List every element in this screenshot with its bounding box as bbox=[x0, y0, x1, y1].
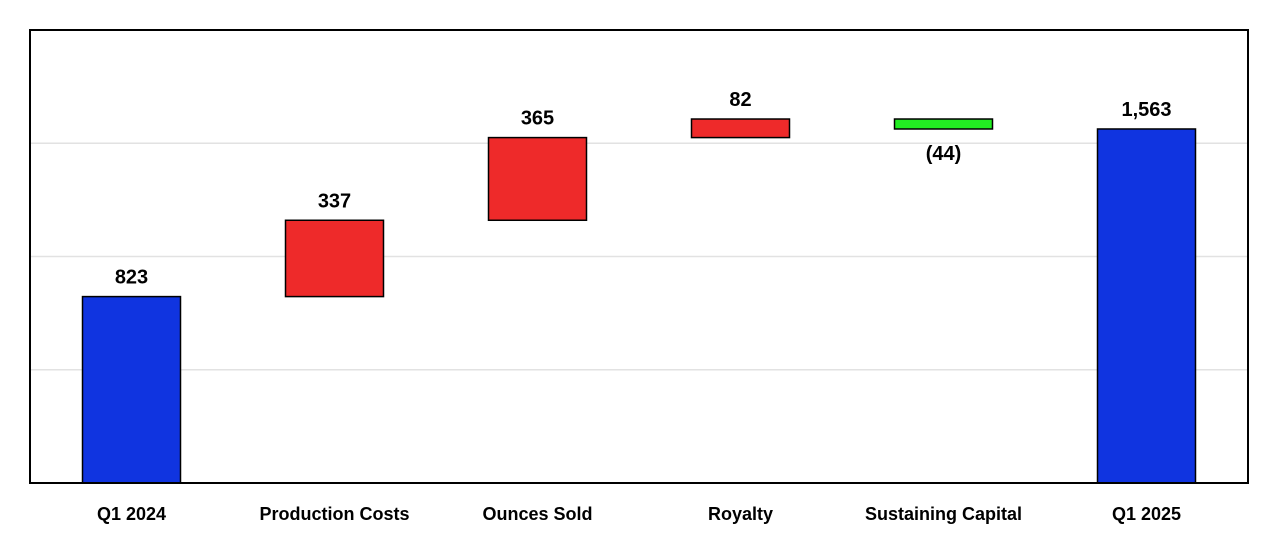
bar-sustaining-capital bbox=[893, 118, 994, 130]
category-label-q1-2025: Q1 2025 bbox=[1112, 504, 1181, 524]
value-label-royalty: 82 bbox=[729, 89, 751, 111]
category-labels: Q1 2024 Production Costs Ounces Sold Royalt… bbox=[97, 504, 1181, 524]
value-label-production-costs: 337 bbox=[318, 190, 351, 212]
bar-ounces-sold bbox=[487, 136, 588, 222]
bar-q1-2024 bbox=[81, 295, 182, 484]
bar-q1-2025 bbox=[1096, 128, 1197, 484]
bars bbox=[81, 118, 1197, 484]
value-label-sustaining-capital: (44) bbox=[926, 143, 962, 165]
value-labels: 823 337 365 82 (44) 1,563 bbox=[115, 89, 1172, 289]
value-label-q1-2024: 823 bbox=[115, 267, 148, 289]
value-label-ounces-sold: 365 bbox=[521, 108, 554, 130]
gridlines bbox=[30, 142, 1248, 371]
category-label-royalty: Royalty bbox=[708, 504, 773, 524]
bar-production-costs bbox=[284, 219, 385, 298]
bar-royalty bbox=[690, 118, 791, 139]
plot-frame bbox=[29, 29, 1249, 484]
category-label-q1-2024: Q1 2024 bbox=[97, 504, 166, 524]
category-label-production-costs: Production Costs bbox=[259, 504, 409, 524]
category-label-ounces-sold: Ounces Sold bbox=[482, 504, 592, 524]
category-label-sustaining-capital: Sustaining Capital bbox=[865, 504, 1022, 524]
value-label-q1-2025: 1,563 bbox=[1121, 99, 1171, 121]
